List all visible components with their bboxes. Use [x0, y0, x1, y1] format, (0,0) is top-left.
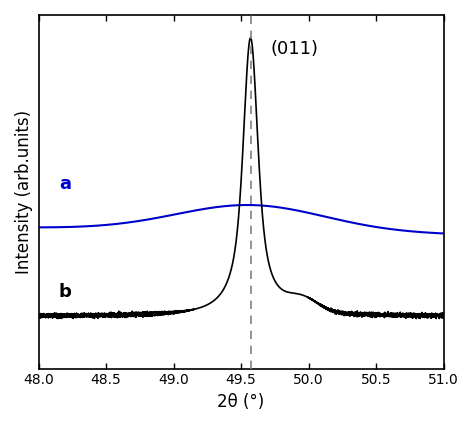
Text: (011): (011)	[271, 40, 319, 58]
Y-axis label: Intensity (arb.units): Intensity (arb.units)	[15, 110, 33, 274]
X-axis label: 2θ (°): 2θ (°)	[218, 393, 264, 411]
Text: b: b	[59, 282, 72, 301]
Text: a: a	[59, 175, 71, 193]
